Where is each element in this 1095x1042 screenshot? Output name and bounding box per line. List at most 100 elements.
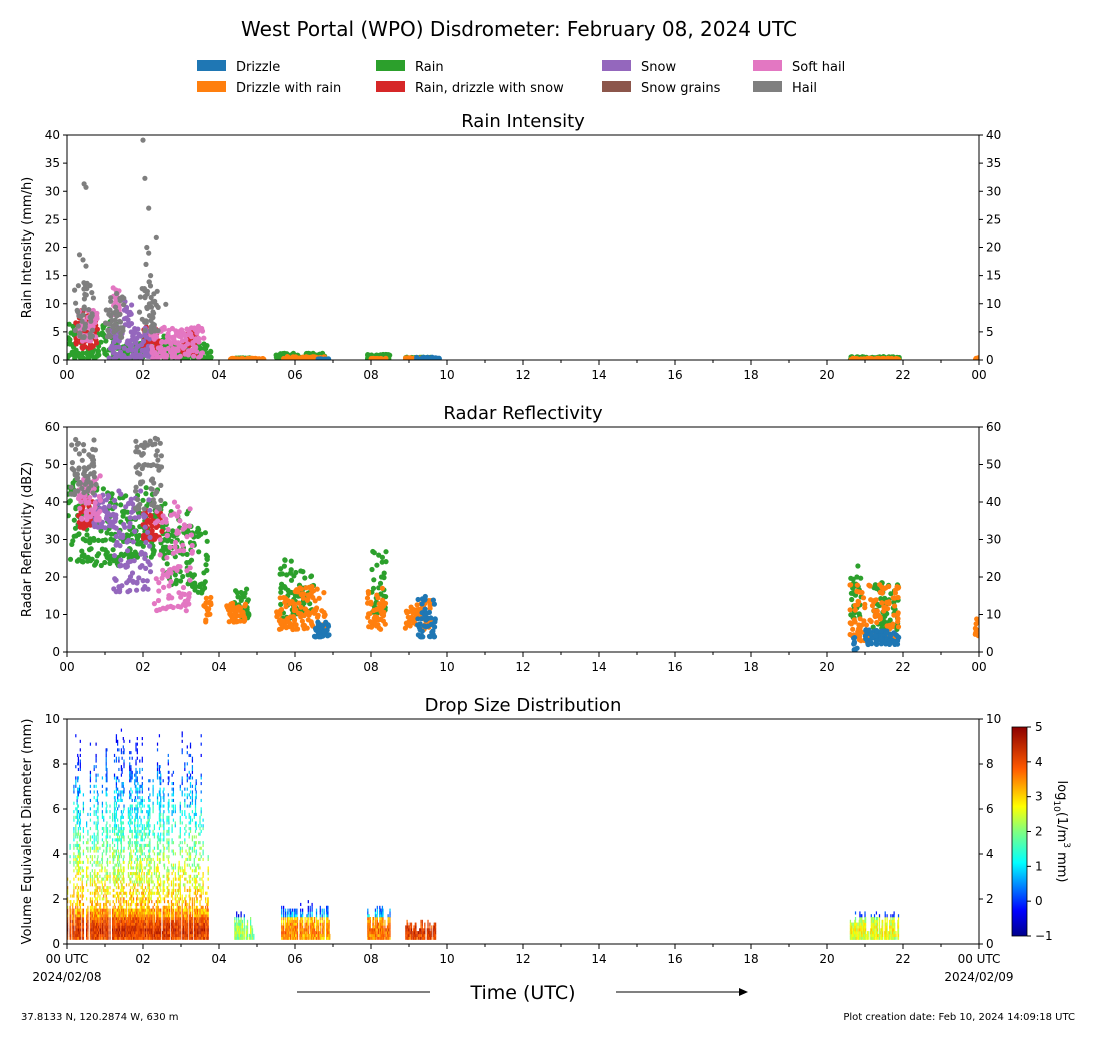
dsd-cell xyxy=(76,801,78,805)
data-point xyxy=(854,582,861,588)
dsd-cell xyxy=(77,787,79,791)
data-point xyxy=(383,594,389,600)
dsd-cell xyxy=(67,933,69,938)
data-point xyxy=(79,344,85,350)
data-point xyxy=(128,499,134,505)
data-point xyxy=(161,326,167,332)
dsd-cell xyxy=(120,866,122,870)
dsd-cell xyxy=(67,919,69,923)
legend-swatch xyxy=(602,60,631,71)
y-tick-label: 20 xyxy=(45,570,60,584)
dsd-cell xyxy=(98,936,100,940)
data-point xyxy=(91,474,97,480)
dsd-cell xyxy=(81,894,83,898)
dsd-cell xyxy=(114,880,116,884)
dsd-cell xyxy=(73,815,75,819)
data-point xyxy=(133,488,139,494)
dsd-cell xyxy=(70,894,72,898)
data-point xyxy=(284,355,290,360)
dsd-cell xyxy=(79,765,81,769)
dsd-cell xyxy=(105,790,107,794)
dsd-cell xyxy=(115,880,118,884)
dsd-cell xyxy=(67,886,69,890)
data-point xyxy=(234,590,240,596)
dsd-cell xyxy=(94,936,96,940)
data-point xyxy=(80,257,86,263)
data-point xyxy=(134,536,140,542)
data-point xyxy=(895,638,901,644)
data-point xyxy=(124,580,130,586)
dsd-cell xyxy=(118,933,121,938)
dsd-cell xyxy=(118,835,121,839)
dsd-cell xyxy=(79,855,81,859)
data-point xyxy=(278,566,284,572)
dsd-cell xyxy=(77,894,79,898)
data-point xyxy=(75,309,81,315)
dsd-cell xyxy=(79,846,81,850)
data-point xyxy=(279,581,285,587)
dsd-cell xyxy=(113,810,116,814)
data-point xyxy=(169,354,175,360)
dsd-cell xyxy=(120,863,122,867)
dsd-cell xyxy=(89,933,92,938)
data-point xyxy=(128,329,134,335)
x-tick-label: 06 xyxy=(287,660,302,674)
data-point xyxy=(117,318,123,324)
data-point xyxy=(428,615,434,621)
data-point xyxy=(246,611,252,617)
data-point xyxy=(277,595,283,601)
y-tick-label-right: 20 xyxy=(986,570,1001,584)
dsd-cell xyxy=(115,776,118,780)
data-point xyxy=(81,280,87,286)
dsd-cell xyxy=(118,905,121,909)
dsd-cell xyxy=(73,919,75,923)
data-point xyxy=(148,329,154,335)
dsd-cell xyxy=(79,857,81,862)
panel-title: Rain Intensity xyxy=(461,111,585,132)
dsd-cell xyxy=(87,832,89,836)
dsd-cell xyxy=(107,928,109,932)
data-point xyxy=(874,585,880,592)
data-point xyxy=(183,336,189,343)
data-point xyxy=(373,356,379,360)
data-point xyxy=(112,516,118,522)
dsd-cell xyxy=(115,877,118,881)
dsd-cell xyxy=(79,869,81,873)
legend-label: Hail xyxy=(792,81,817,96)
dsd-cell xyxy=(79,821,81,825)
dsd-cell xyxy=(118,917,121,921)
dsd-cell xyxy=(75,843,77,848)
dsd-cell xyxy=(117,917,119,921)
dsd-cell xyxy=(75,919,77,923)
dsd-cell xyxy=(82,841,85,845)
data-point xyxy=(301,623,307,629)
data-point xyxy=(150,355,156,360)
dsd-cell xyxy=(118,931,121,935)
data-point xyxy=(207,600,213,606)
data-point xyxy=(298,586,304,592)
dsd-cell xyxy=(113,874,115,878)
data-point xyxy=(108,346,114,352)
data-point xyxy=(877,614,883,620)
dsd-cell xyxy=(106,860,109,864)
dsd-cell xyxy=(79,787,81,791)
dsd-cell xyxy=(95,824,97,828)
data-point xyxy=(878,596,884,602)
data-point xyxy=(851,639,858,645)
dsd-cell xyxy=(82,801,85,805)
dsd-cell xyxy=(113,843,116,848)
data-point xyxy=(79,318,85,324)
data-point xyxy=(171,511,177,517)
data-point xyxy=(423,624,429,630)
legend-label: Snow grains xyxy=(641,81,721,96)
dsd-cell xyxy=(113,866,116,870)
dsd-cell xyxy=(115,863,118,867)
data-point xyxy=(123,355,129,360)
dsd-cell xyxy=(101,869,103,873)
data-point xyxy=(868,618,874,625)
data-point xyxy=(87,494,93,501)
dsd-cell xyxy=(79,759,81,763)
data-point xyxy=(174,331,180,337)
data-point xyxy=(427,605,433,612)
dsd-cell xyxy=(75,765,77,769)
